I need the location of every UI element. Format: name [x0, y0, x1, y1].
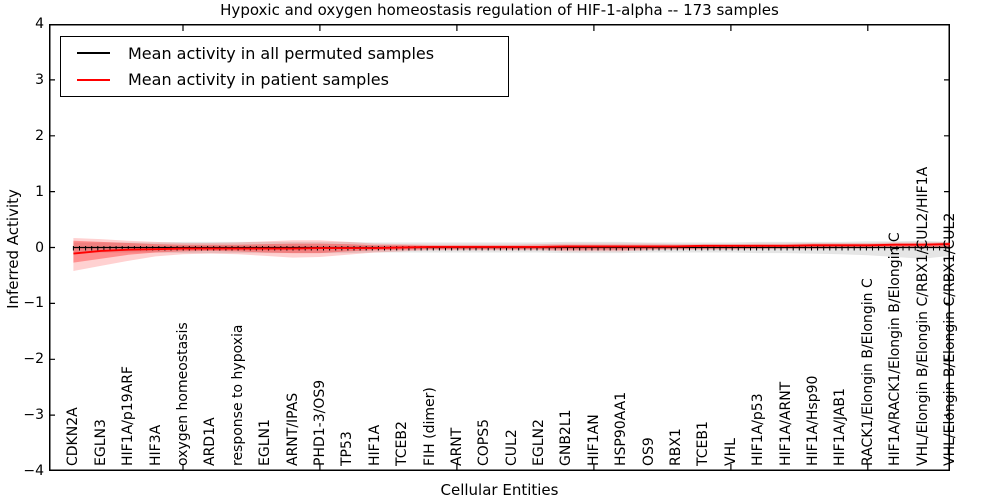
x-category-label: GNB2L1: [558, 409, 575, 466]
y-tick-label: −4: [23, 463, 44, 479]
x-category-label: CDKN2A: [65, 407, 82, 466]
y-tick-label: 0: [35, 239, 44, 256]
legend-line-patient-icon: [77, 78, 110, 81]
y-tick-label: 1: [35, 183, 44, 200]
x-category-label: EGLN2: [531, 419, 548, 466]
x-category-label: HIF1A/RACK1/Elongin B/Elongin C: [887, 232, 904, 466]
legend-line-permuted-icon: [77, 52, 110, 55]
plot-area: [49, 24, 950, 471]
chart-canvas: [49, 24, 950, 471]
y-tick-label: −1: [23, 295, 44, 312]
y-tick-label: 3: [35, 71, 44, 88]
x-category-label: VHL/Elongin B/Elongin C/RBX1/CUL2: [942, 212, 958, 466]
x-category-label: HIF1A/Hsp90: [805, 375, 822, 466]
y-tick-label: −2: [23, 351, 44, 368]
x-category-label: EGLN3: [92, 419, 109, 466]
x-category-label: TCEB2: [394, 421, 411, 466]
x-category-label: ARD1A: [202, 417, 219, 466]
x-category-label: HIF1A/JAB1: [832, 388, 849, 466]
y-tick-label: 2: [35, 127, 44, 144]
x-category-label: EGLN1: [257, 419, 274, 466]
legend: Mean activity in all permuted samples Me…: [60, 36, 509, 97]
x-category-label: HIF1A/p53: [750, 393, 767, 466]
x-category-label: HIF1AN: [585, 414, 602, 466]
chart-title: Hypoxic and oxygen homeostasis regulatio…: [220, 1, 779, 19]
x-category-label: ARNT: [448, 427, 465, 466]
x-category-label: ARNT/IPAS: [284, 392, 301, 466]
x-category-label: TCEB1: [695, 421, 712, 466]
x-category-label: RACK1/Elongin B/Elongin C: [859, 278, 876, 466]
x-category-label: oxygen homeostasis: [174, 322, 191, 466]
y-tick-label: 4: [35, 16, 44, 32]
x-category-label: PHD1-3/OS9: [311, 379, 328, 466]
x-category-label: COPS5: [476, 418, 493, 466]
x-category-label: response to hypoxia: [229, 324, 246, 466]
x-category-label: HIF1A/p19ARF: [120, 366, 137, 466]
legend-item-patient: Mean activity in patient samples: [61, 70, 508, 89]
x-category-label: HIF3A: [147, 424, 164, 466]
legend-label-permuted: Mean activity in all permuted samples: [128, 43, 435, 63]
x-category-label: FIH (dimer): [421, 387, 438, 466]
x-category-label: HIF1A: [366, 424, 383, 466]
x-category-label: VHL: [722, 438, 739, 466]
legend-item-permuted: Mean activity in all permuted samples: [61, 44, 508, 63]
x-axis-label: Cellular Entities: [440, 481, 559, 499]
legend-label-patient: Mean activity in patient samples: [128, 70, 389, 90]
x-category-label: TP53: [339, 431, 356, 466]
x-category-label: CUL2: [503, 429, 520, 466]
x-category-label: RBX1: [668, 428, 685, 466]
x-category-label: OS9: [640, 437, 657, 466]
x-category-label: HSP90AA1: [613, 391, 630, 466]
x-category-label: HIF1A/ARNT: [777, 381, 794, 466]
y-tick-label: −3: [23, 407, 44, 424]
x-category-label: VHL/Elongin B/Elongin C/RBX1/CUL2/HIF1A: [914, 166, 931, 466]
